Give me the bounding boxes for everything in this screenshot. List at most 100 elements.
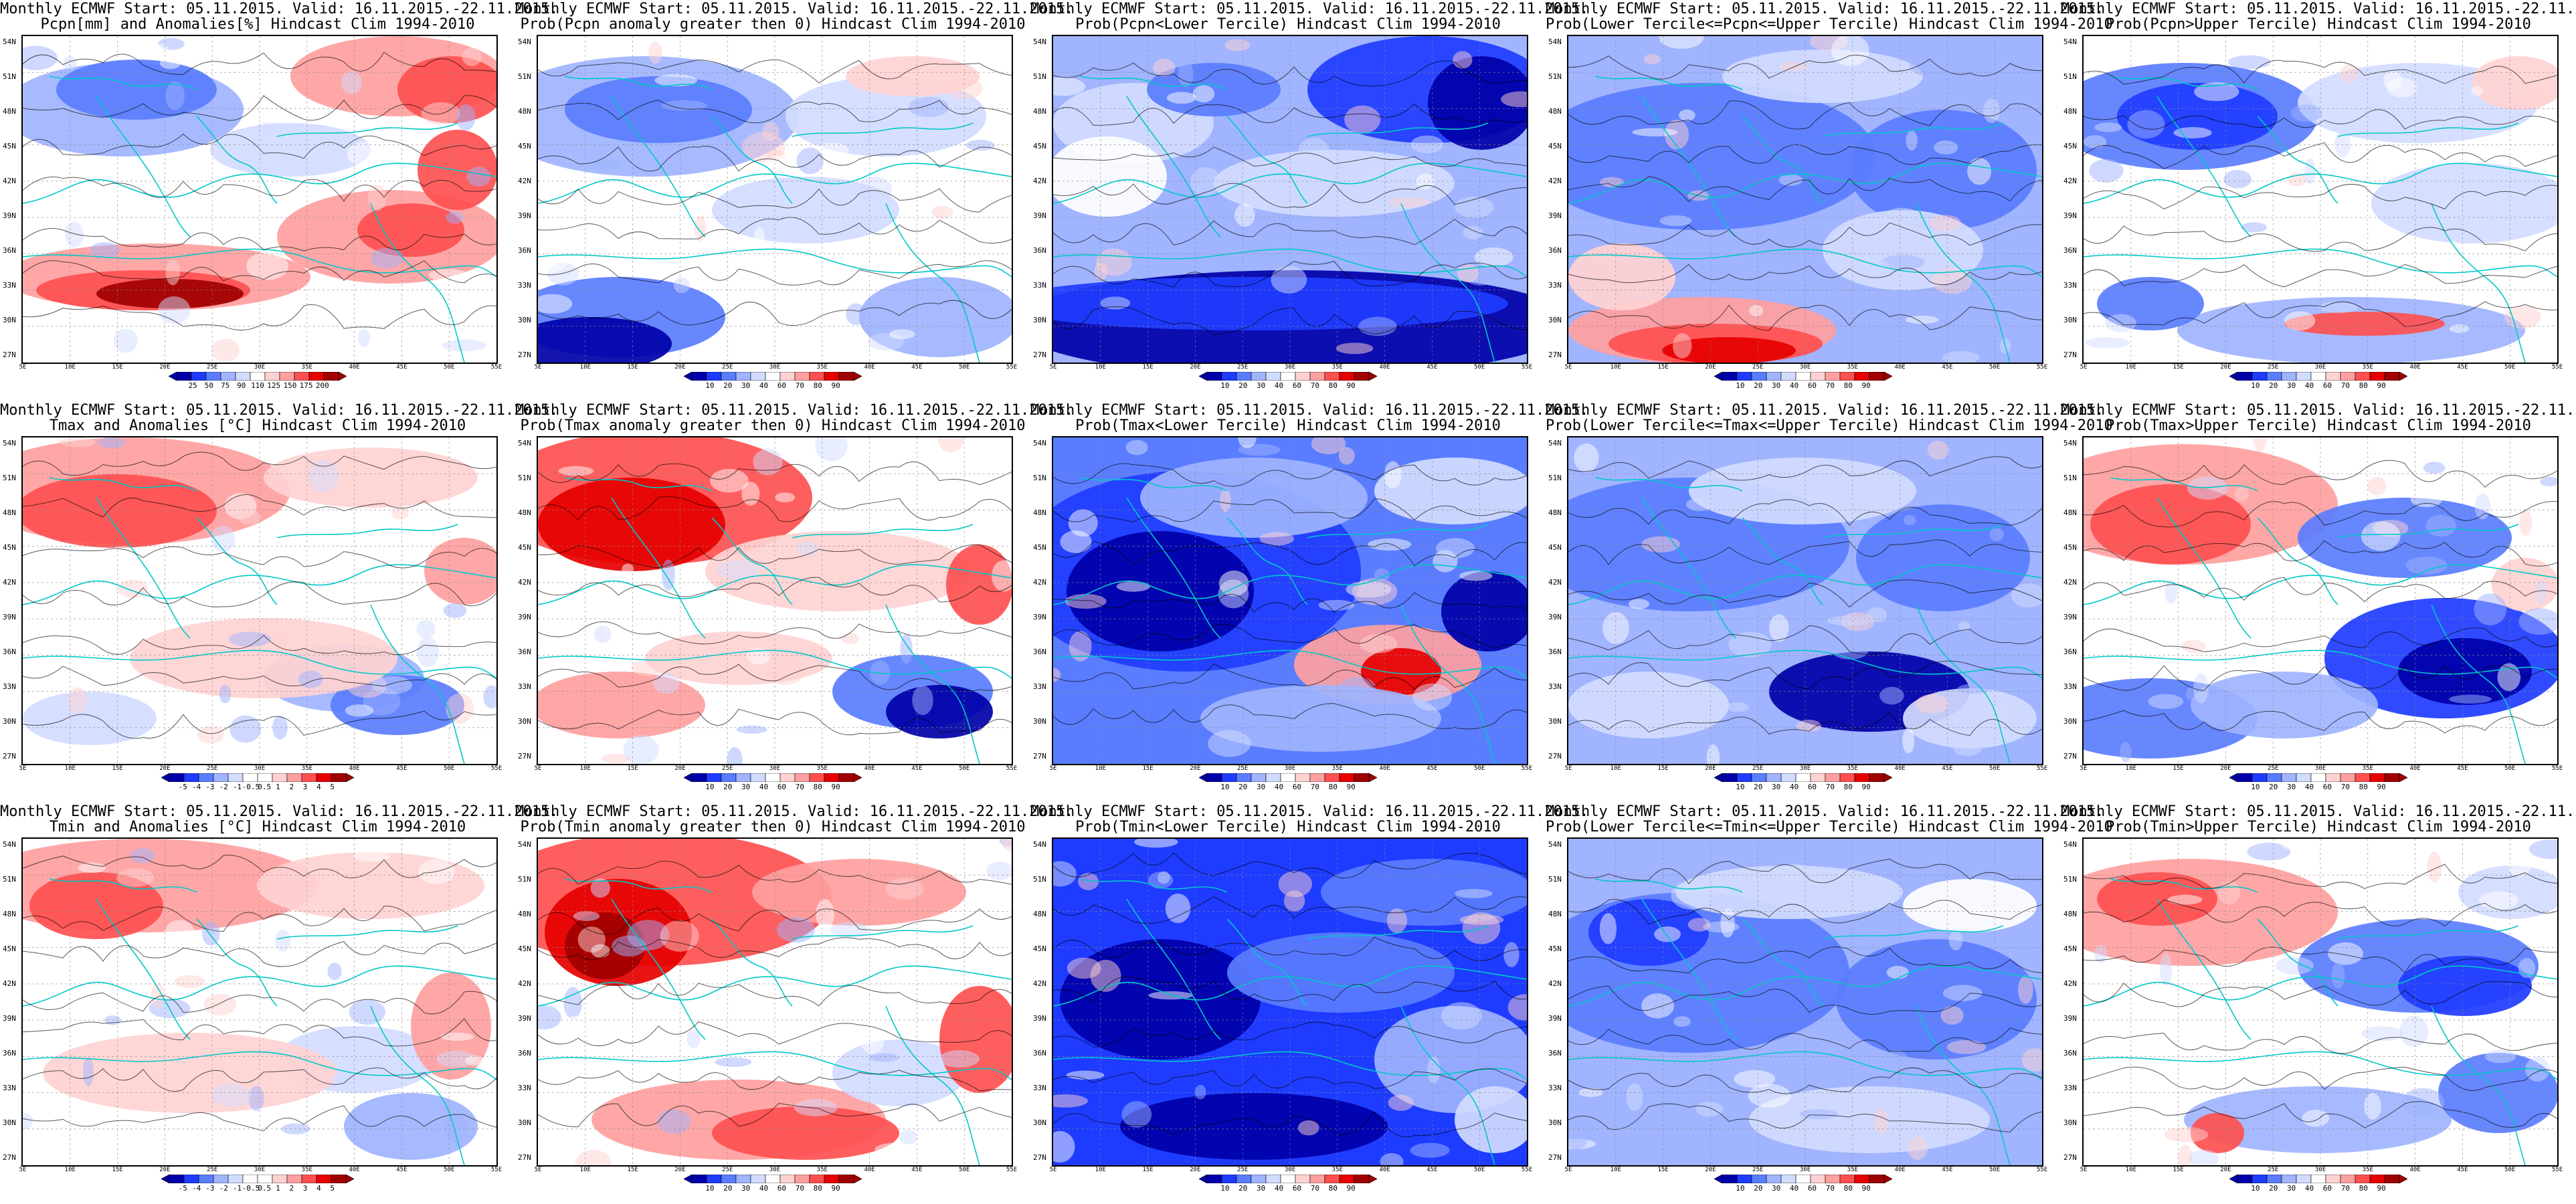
- longitude-label: 30E: [1799, 364, 1811, 371]
- colorbar-tick-label: 3: [302, 1184, 308, 1193]
- longitude-label: 45E: [1427, 765, 1438, 772]
- map-area: [2082, 837, 2559, 1167]
- longitude-label: 45E: [396, 364, 407, 371]
- longitude-label: 10E: [2125, 364, 2136, 371]
- colorbar-tick-label: 60: [2322, 381, 2332, 390]
- latitude-label: 36N: [3, 647, 16, 656]
- longitude-label: 50E: [2504, 364, 2516, 371]
- latitude-label: 48N: [3, 910, 16, 918]
- colorbar-tick-label: 90: [2377, 1184, 2386, 1193]
- longitude-label: 25E: [207, 364, 218, 371]
- latitude-label: 42N: [2063, 578, 2077, 587]
- longitude-label: 40E: [2409, 765, 2421, 772]
- colorbar-labels: 10 20 30 40 60 70 80 90: [2229, 381, 2407, 391]
- map-panel-5: Monthly ECMWF Start: 05.11.2015. Valid: …: [2061, 0, 2576, 401]
- colorbar-tick-label: 70: [1825, 381, 1835, 390]
- longitude-label: 45E: [911, 765, 923, 772]
- map-area: [537, 35, 1013, 364]
- longitude-label: 20E: [1705, 364, 1716, 371]
- latitude-label: 48N: [1548, 508, 1562, 517]
- longitude-label: 30E: [2314, 364, 2326, 371]
- map-panel-1: Monthly ECMWF Start: 05.11.2015. Valid: …: [0, 0, 558, 401]
- colorbar-tick-label: 10: [1736, 1184, 1745, 1193]
- latitude-label: 27N: [2063, 752, 2077, 761]
- longitude-label: 20E: [1190, 1167, 1201, 1173]
- latitude-label: 54N: [518, 37, 531, 46]
- colorbar-tick-label: 60: [777, 783, 787, 791]
- latitude-label: 33N: [1548, 281, 1562, 290]
- longitude-label: 15E: [1142, 765, 1154, 772]
- longitude-label: 55E: [2551, 765, 2563, 772]
- colorbar-tick-label: 80: [1843, 1184, 1853, 1193]
- latitude-label: 33N: [1033, 281, 1046, 290]
- colorbar-tick-label: 70: [2340, 381, 2350, 390]
- colorbar-tick-label: 80: [2359, 381, 2368, 390]
- colorbar-tick-label: 60: [777, 381, 787, 390]
- longitude-label: 25E: [722, 1167, 733, 1173]
- longitude-label: 5E: [1049, 765, 1057, 772]
- latitude-label: 42N: [1548, 979, 1562, 988]
- latitude-label: 51N: [2063, 875, 2077, 884]
- map-area: [1052, 837, 1528, 1167]
- map-svg: [538, 36, 1012, 363]
- latitude-label: 27N: [1548, 350, 1562, 359]
- longitude-label: 40E: [349, 1167, 360, 1173]
- latitude-label: 36N: [2063, 647, 2077, 656]
- latitude-label: 30N: [518, 1118, 531, 1127]
- colorbar-tick-label: 40: [1274, 1184, 1284, 1193]
- colorbar-tick-label: 30: [741, 381, 751, 390]
- latitude-label: 27N: [2063, 350, 2077, 359]
- longitude-label: 30E: [2314, 1167, 2326, 1173]
- map-svg: [23, 437, 496, 764]
- colorbar-labels: 10 20 30 40 60 70 80 90: [684, 1184, 862, 1193]
- latitude-label: 51N: [518, 875, 531, 884]
- colorbar-tick-label: 40: [1274, 381, 1284, 390]
- longitude-label: 35E: [1847, 1167, 1858, 1173]
- longitude-label: 30E: [254, 765, 266, 772]
- latitude-label: 33N: [1548, 682, 1562, 691]
- longitude-label: 45E: [2457, 364, 2468, 371]
- colorbar-tick-label: 70: [2340, 1184, 2350, 1193]
- panel-title-line1: Monthly ECMWF Start: 05.11.2015. Valid: …: [2061, 803, 2576, 820]
- colorbar-labels: -5 -4 -3 -2 -1 -0.5 0.5 1 2 3 4 5: [161, 1184, 354, 1193]
- longitude-label: 5E: [1049, 364, 1057, 371]
- colorbar-tick-label: -5: [178, 783, 187, 791]
- colorbar-tick-label: 90: [1346, 381, 1356, 390]
- colorbar: [1714, 773, 1892, 782]
- longitude-label: 10E: [1095, 1167, 1106, 1173]
- latitude-label: 30N: [1548, 316, 1562, 324]
- colorbar-tick-label: 75: [220, 381, 230, 390]
- colorbar-tick-label: 80: [1328, 783, 1338, 791]
- longitude-label: 15E: [627, 364, 638, 371]
- latitude-label: 33N: [1033, 682, 1046, 691]
- colorbar-tick-label: 40: [2304, 1184, 2314, 1193]
- latitude-label: 27N: [518, 752, 531, 761]
- longitude-label: 55E: [2036, 765, 2048, 772]
- longitude-label: 40E: [349, 765, 360, 772]
- longitude-label: 20E: [674, 1167, 686, 1173]
- longitude-label: 20E: [1190, 364, 1201, 371]
- latitude-label: 42N: [1548, 177, 1562, 185]
- latitude-label: 48N: [518, 107, 531, 116]
- panel-title-line1: Monthly ECMWF Start: 05.11.2015. Valid: …: [1546, 803, 2104, 820]
- colorbar-tick-label: 10: [1220, 783, 1230, 791]
- latitude-label: 51N: [2063, 72, 2077, 81]
- longitude-label: 5E: [19, 765, 27, 772]
- latitude-label: 45N: [1033, 944, 1046, 953]
- longitude-label: 5E: [19, 1167, 27, 1173]
- latitude-label: 36N: [1033, 1049, 1046, 1058]
- latitude-label: 39N: [3, 211, 16, 220]
- latitude-label: 33N: [1548, 1084, 1562, 1092]
- colorbar-tick-label: 2: [289, 1184, 294, 1193]
- colorbar-tick-label: 60: [777, 1184, 787, 1193]
- map-area: [537, 837, 1013, 1167]
- colorbar-tick-label: 40: [1789, 783, 1799, 791]
- colorbar-tick-label: 20: [1754, 381, 1763, 390]
- latitude-label: 54N: [1548, 37, 1562, 46]
- colorbar-tick-label: 110: [251, 381, 264, 390]
- longitude-label: 25E: [722, 364, 733, 371]
- latitude-label: 48N: [2063, 508, 2077, 517]
- longitude-label: 50E: [2504, 1167, 2516, 1173]
- latitude-label: 54N: [1033, 840, 1046, 849]
- colorbar-tick-label: 90: [1861, 1184, 1871, 1193]
